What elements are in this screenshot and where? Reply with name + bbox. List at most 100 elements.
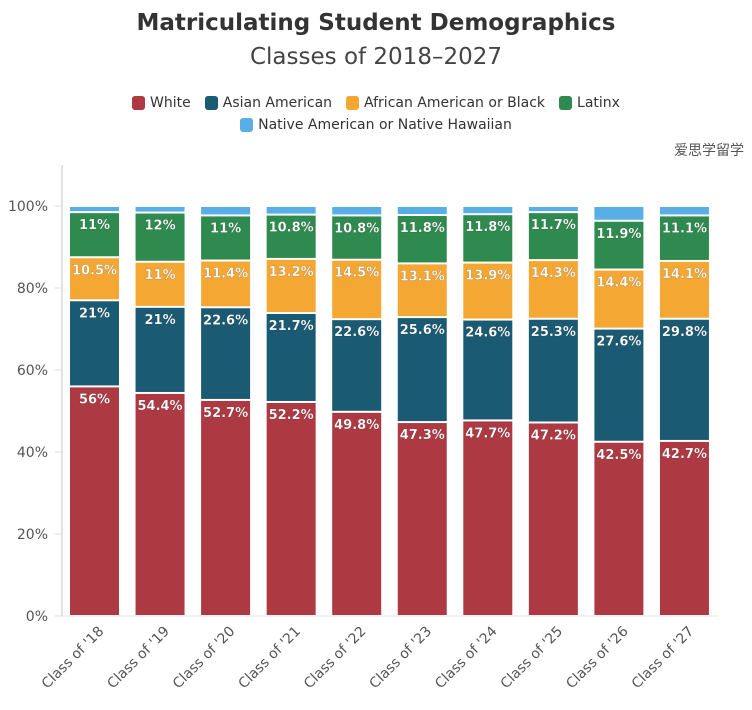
bar-segment-latinx bbox=[332, 216, 382, 259]
bar-segment-native-american-or-native-hawaiian bbox=[528, 207, 578, 212]
y-tick-label: 80% bbox=[17, 281, 48, 297]
bar-segment-native-american-or-native-hawaiian bbox=[266, 207, 316, 214]
data-label: 10.8% bbox=[334, 221, 379, 236]
bar-segment-asian-american bbox=[266, 314, 316, 401]
bar-segment-latinx bbox=[397, 216, 447, 263]
bar-segment-native-american-or-native-hawaiian bbox=[397, 207, 447, 215]
bar-segment-african-american-or-black bbox=[659, 261, 709, 318]
data-label: 22.6% bbox=[334, 325, 379, 340]
legend-label: Latinx bbox=[577, 95, 620, 111]
bar-segment-african-american-or-black bbox=[266, 259, 316, 313]
legend-label: Asian American bbox=[222, 95, 333, 111]
bar-segment-african-american-or-black bbox=[594, 270, 644, 328]
data-label: 11.7% bbox=[531, 218, 576, 233]
bar-segment-latinx bbox=[201, 216, 251, 260]
data-label: 13.9% bbox=[465, 269, 510, 284]
bar-segment-asian-american bbox=[397, 318, 447, 422]
data-label: 11% bbox=[144, 268, 175, 283]
data-label: 25.3% bbox=[531, 325, 576, 340]
data-label: 24.6% bbox=[465, 326, 510, 341]
y-tick-label: 0% bbox=[26, 609, 48, 625]
bar-segment-asian-american bbox=[463, 320, 513, 420]
bar-segment-native-american-or-native-hawaiian bbox=[135, 207, 185, 212]
legend-label: African American or Black bbox=[364, 95, 546, 111]
data-label: 42.5% bbox=[596, 448, 641, 463]
data-label: 21% bbox=[144, 313, 175, 328]
data-label: 22.6% bbox=[203, 313, 248, 328]
x-tick-label: Class of '27 bbox=[629, 624, 698, 693]
bar-segment-african-american-or-black bbox=[332, 260, 382, 319]
legend-item-latinx[interactable]: Latinx bbox=[559, 95, 620, 111]
data-label: 13.1% bbox=[400, 269, 445, 284]
data-label: 13.2% bbox=[269, 265, 314, 280]
y-tick-label: 60% bbox=[17, 363, 48, 379]
x-tick-label: Class of '21 bbox=[235, 624, 304, 693]
legend-label: White bbox=[150, 95, 191, 111]
data-label: 54.4% bbox=[137, 399, 182, 414]
bar-segment-native-american-or-native-hawaiian bbox=[463, 207, 513, 214]
bar-segment-latinx bbox=[528, 213, 578, 260]
y-tick-label: 100% bbox=[8, 199, 48, 215]
data-label: 42.7% bbox=[662, 447, 707, 462]
bar-segment-asian-american bbox=[201, 308, 251, 399]
bar-segment-native-american-or-native-hawaiian bbox=[659, 207, 709, 215]
data-label: 10.5% bbox=[72, 263, 117, 278]
legend-item-asian-american[interactable]: Asian American bbox=[204, 95, 333, 111]
bar-segment-asian-american bbox=[332, 320, 382, 411]
x-tick-label: Class of '18 bbox=[39, 624, 108, 693]
bar-segment-white bbox=[528, 423, 578, 615]
legend-swatch bbox=[346, 96, 360, 110]
bar-segment-white bbox=[594, 442, 644, 615]
bar-segment-asian-american bbox=[594, 329, 644, 441]
x-tick-label: Class of '19 bbox=[104, 624, 173, 693]
bar-segment-asian-american bbox=[70, 301, 119, 386]
data-label: 47.3% bbox=[400, 428, 445, 443]
chart-title: Matriculating Student Demographics bbox=[136, 10, 616, 36]
data-label: 12% bbox=[144, 219, 175, 234]
data-label: 25.6% bbox=[400, 323, 445, 338]
data-label: 11.8% bbox=[465, 220, 510, 235]
data-label: 14.3% bbox=[531, 266, 576, 281]
x-tick-label: Class of '24 bbox=[432, 623, 501, 692]
bar-segment-white bbox=[201, 400, 251, 615]
bar-segment-white bbox=[135, 393, 185, 615]
data-label: 14.4% bbox=[596, 276, 641, 291]
bar-segment-native-american-or-native-hawaiian bbox=[594, 207, 644, 220]
data-label: 11.9% bbox=[596, 227, 641, 242]
legend-swatch bbox=[132, 96, 146, 110]
bar-segment-african-american-or-black bbox=[135, 262, 185, 306]
y-tick-label: 20% bbox=[17, 527, 48, 543]
data-label: 14.1% bbox=[662, 267, 707, 282]
data-label: 56% bbox=[79, 392, 110, 407]
legend: White Asian American African American or… bbox=[0, 95, 752, 139]
legend-swatch bbox=[204, 96, 218, 110]
bar-segment-african-american-or-black bbox=[397, 264, 447, 317]
bar-segment-latinx bbox=[659, 216, 709, 260]
bar-segment-latinx bbox=[70, 213, 119, 257]
bar-segment-latinx bbox=[135, 213, 185, 261]
data-label: 29.8% bbox=[662, 325, 707, 340]
data-label: 47.7% bbox=[465, 426, 510, 441]
bar-segment-white bbox=[70, 387, 119, 615]
data-label: 49.8% bbox=[334, 418, 379, 433]
legend-item-white[interactable]: White bbox=[132, 95, 191, 111]
bar-segment-african-american-or-black bbox=[463, 263, 513, 319]
data-label: 11.8% bbox=[400, 221, 445, 236]
data-label: 11.1% bbox=[662, 221, 707, 236]
bar-segment-native-american-or-native-hawaiian bbox=[201, 207, 251, 215]
data-label: 10.8% bbox=[269, 221, 314, 236]
bar-segment-white bbox=[463, 421, 513, 615]
bar-segment-white bbox=[266, 402, 316, 615]
data-label: 52.2% bbox=[269, 408, 314, 423]
bar-segment-white bbox=[659, 441, 709, 615]
legend-swatch bbox=[559, 96, 573, 110]
bar-segment-asian-american bbox=[135, 307, 185, 392]
y-tick-label: 40% bbox=[17, 445, 48, 461]
legend-item-native[interactable]: Native American or Native Hawaiian bbox=[240, 117, 512, 133]
legend-item-african-american[interactable]: African American or Black bbox=[346, 95, 545, 111]
data-label: 52.7% bbox=[203, 406, 248, 421]
x-tick-label: Class of '23 bbox=[367, 624, 436, 693]
watermark: 爱思学留学 bbox=[674, 143, 744, 159]
data-label: 11% bbox=[210, 221, 241, 236]
